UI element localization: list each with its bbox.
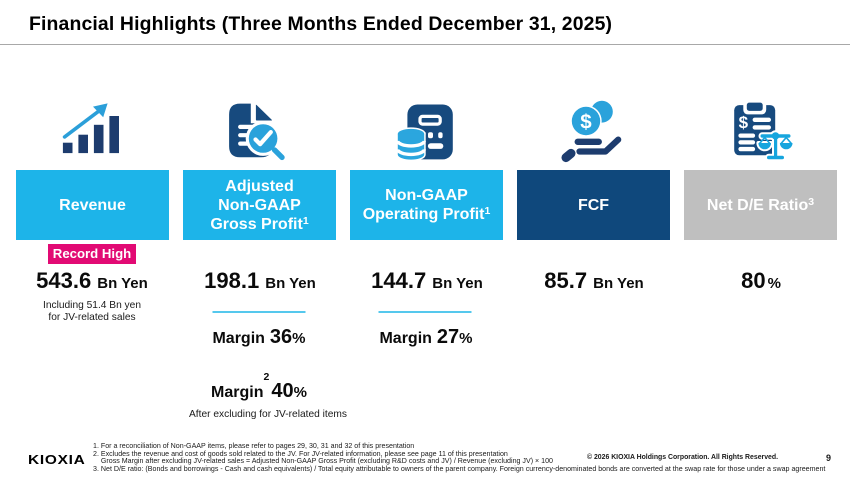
svg-text:$: $ — [580, 110, 592, 133]
svg-text:$: $ — [739, 113, 749, 132]
